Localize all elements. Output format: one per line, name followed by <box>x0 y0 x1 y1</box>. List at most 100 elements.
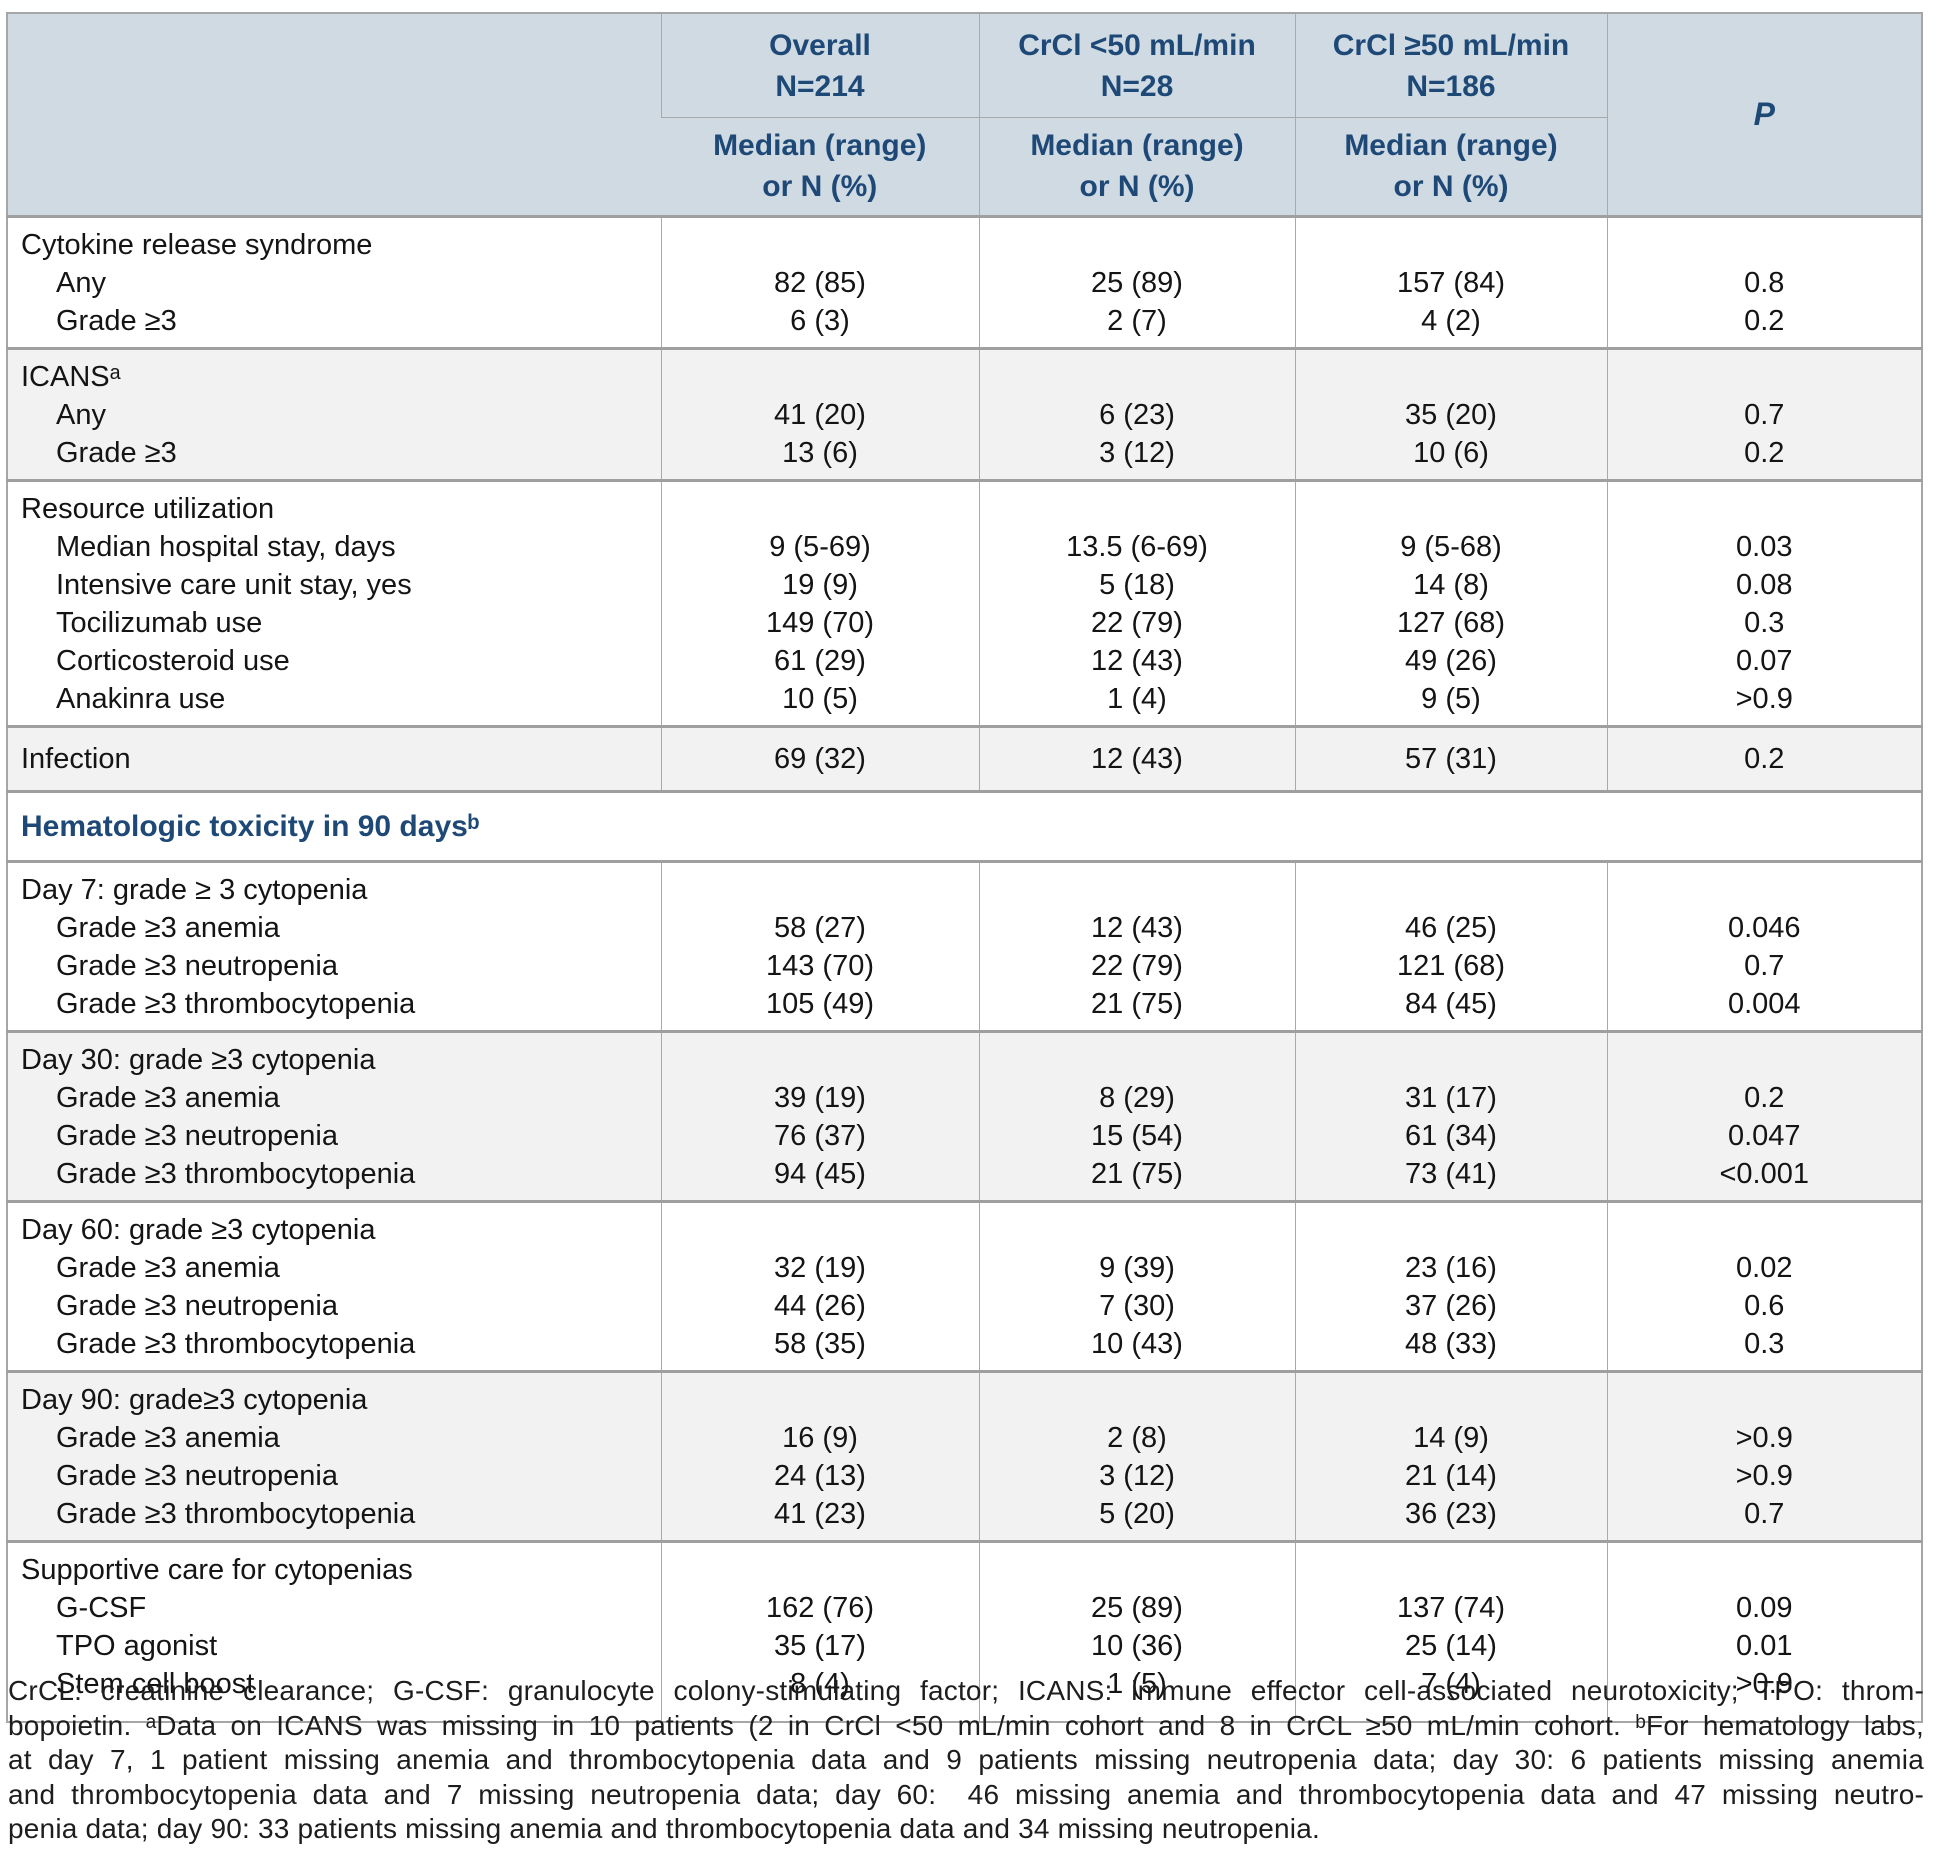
empty-cell <box>1606 1030 1922 1079</box>
empty-cell <box>1294 1030 1607 1079</box>
p-value-cell: 0.02 <box>1606 1249 1922 1287</box>
p-value-cell: 0.004 <box>1606 985 1922 1032</box>
footnote-line: bopoietin. ᵃData on ICANS was missing in… <box>8 1709 1924 1741</box>
data-row: Grade ≥3 thrombocytopenia 94 (45) 21 (75) 7… <box>7 1155 1922 1202</box>
section-label-row: Day 60: grade ≥3 cytopenia <box>7 1200 1922 1249</box>
empty-cell <box>660 1540 979 1589</box>
p-value-cell: >0.9 <box>1606 680 1922 727</box>
value-cell: 1 (5) <box>978 1665 1295 1722</box>
section-label-row: Day 30: grade ≥3 cytopenia <box>7 1030 1922 1079</box>
p-value-cell: 0.046 <box>1606 909 1922 947</box>
row-label: Grade ≥3 neutropenia <box>7 947 661 985</box>
value-cell: 21 (14) <box>1294 1457 1607 1495</box>
empty-cell <box>978 1030 1295 1079</box>
subheader-overall-line2: or N (%) <box>762 170 878 203</box>
p-value-cell: 0.3 <box>1606 604 1922 642</box>
value-cell: 10 (6) <box>1294 434 1607 481</box>
data-row: Grade ≥3 13 (6) 3 (12) 10 (6) 0.2 <box>7 434 1922 481</box>
value-cell: 14 (9) <box>1294 1419 1607 1457</box>
p-value-cell: 0.2 <box>1606 302 1922 349</box>
row-label: Grade ≥3 anemia <box>7 909 661 947</box>
value-cell: 127 (68) <box>1294 604 1607 642</box>
data-row: Intensive care unit stay, yes 19 (9) 5 (18… <box>7 566 1922 604</box>
header-col-crcl-lt50-n: N=28 <box>1100 70 1174 103</box>
value-cell: 7 (30) <box>978 1287 1295 1325</box>
header-col-overall-title: Overall <box>769 29 871 62</box>
value-cell: 25 (89) <box>978 264 1295 302</box>
data-row: Any 41 (20) 6 (23) 35 (20) 0.7 <box>7 396 1922 434</box>
row-label: Grade ≥3 thrombocytopenia <box>7 985 661 1032</box>
section-label-row: Day 7: grade ≥ 3 cytopenia <box>7 860 1922 909</box>
value-cell: 25 (14) <box>1294 1627 1607 1665</box>
p-value-cell: <0.001 <box>1606 1155 1922 1202</box>
empty-cell <box>660 347 979 396</box>
empty-cell <box>660 860 979 909</box>
value-cell: 82 (85) <box>660 264 979 302</box>
p-value-cell: >0.9 <box>1606 1457 1922 1495</box>
subheader-crcl-ge50: Median (range) or N (%) <box>1294 117 1607 217</box>
value-cell: 12 (43) <box>978 909 1295 947</box>
subheader-crcl-lt50-line1: Median (range) <box>1030 129 1244 162</box>
value-cell: 9 (5-68) <box>1294 528 1607 566</box>
value-cell: 8 (29) <box>978 1079 1295 1117</box>
p-value-cell: 0.2 <box>1606 434 1922 481</box>
section-label-row: ICANSᵃ <box>7 347 1922 396</box>
section-label: Resource utilization <box>7 479 661 528</box>
empty-cell <box>1606 479 1922 528</box>
empty-cell <box>1294 479 1607 528</box>
subheader-crcl-lt50-line2: or N (%) <box>1079 170 1195 203</box>
p-value-cell: 0.7 <box>1606 947 1922 985</box>
empty-cell <box>978 1200 1295 1249</box>
empty-cell <box>1294 215 1607 264</box>
header-col-crcl-ge50: CrCl ≥50 mL/min N=186 <box>1294 13 1607 118</box>
value-cell: 7 (4) <box>1294 1665 1607 1722</box>
data-row: Stem cell boost 8 (4) 1 (5) 7 (4) >0.9 <box>7 1665 1922 1722</box>
empty-cell <box>660 1370 979 1419</box>
row-label: Grade ≥3 thrombocytopenia <box>7 1495 661 1542</box>
section-label: Cytokine release syndrome <box>7 215 661 264</box>
p-value-cell: 0.08 <box>1606 566 1922 604</box>
value-cell: 10 (5) <box>660 680 979 727</box>
empty-cell <box>978 215 1295 264</box>
subheader-overall: Median (range) or N (%) <box>661 117 979 217</box>
header-corner-cell <box>7 13 661 217</box>
row-label: Grade ≥3 anemia <box>7 1079 661 1117</box>
value-cell: 13.5 (6-69) <box>978 528 1295 566</box>
value-cell: 4 (2) <box>1294 302 1607 349</box>
p-value-cell: 0.6 <box>1606 1287 1922 1325</box>
subheader-overall-line1: Median (range) <box>713 129 927 162</box>
data-row: Grade ≥3 thrombocytopenia 58 (35) 10 (43) 4… <box>7 1325 1922 1372</box>
value-cell: 58 (27) <box>660 909 979 947</box>
empty-cell <box>978 1370 1295 1419</box>
empty-cell <box>1606 1370 1922 1419</box>
value-cell: 143 (70) <box>660 947 979 985</box>
empty-cell <box>1606 860 1922 909</box>
value-cell: 32 (19) <box>660 1249 979 1287</box>
value-cell: 149 (70) <box>660 604 979 642</box>
header-col-overall-n: N=214 <box>775 70 865 103</box>
value-cell: 5 (20) <box>978 1495 1295 1542</box>
value-cell: 36 (23) <box>1294 1495 1607 1542</box>
p-value-cell: >0.9 <box>1606 1419 1922 1457</box>
section-label: Day 30: grade ≥3 cytopenia <box>7 1030 661 1079</box>
section-label: Supportive care for cytopenias <box>7 1540 661 1589</box>
subheader-crcl-ge50-line1: Median (range) <box>1344 129 1558 162</box>
value-cell: 9 (39) <box>978 1249 1295 1287</box>
value-cell: 94 (45) <box>660 1155 979 1202</box>
data-row: G-CSF 162 (76) 25 (89) 137 (74) 0.09 <box>7 1589 1922 1627</box>
section-label-row: Supportive care for cytopenias <box>7 1540 1922 1589</box>
p-value-cell: 0.8 <box>1606 264 1922 302</box>
p-value-cell: >0.9 <box>1606 1665 1922 1722</box>
row-label: Corticosteroid use <box>7 642 661 680</box>
table-body: Cytokine release syndrome Any 82 (85) 25 (8… <box>7 215 1922 1722</box>
row-label: Any <box>7 396 661 434</box>
data-row: Grade ≥3 anemia 32 (19) 9 (39) 23 (16) 0.02 <box>7 1249 1922 1287</box>
data-row: Tocilizumab use 149 (70) 22 (79) 127 (68) 0.… <box>7 604 1922 642</box>
p-value-cell: 0.047 <box>1606 1117 1922 1155</box>
row-label: Grade ≥3 neutropenia <box>7 1117 661 1155</box>
data-row: Any 82 (85) 25 (89) 157 (84) 0.8 <box>7 264 1922 302</box>
row-label: Grade ≥3 anemia <box>7 1419 661 1457</box>
row-label: Grade ≥3 <box>7 302 661 349</box>
value-cell: 84 (45) <box>1294 985 1607 1032</box>
value-cell: 44 (26) <box>660 1287 979 1325</box>
